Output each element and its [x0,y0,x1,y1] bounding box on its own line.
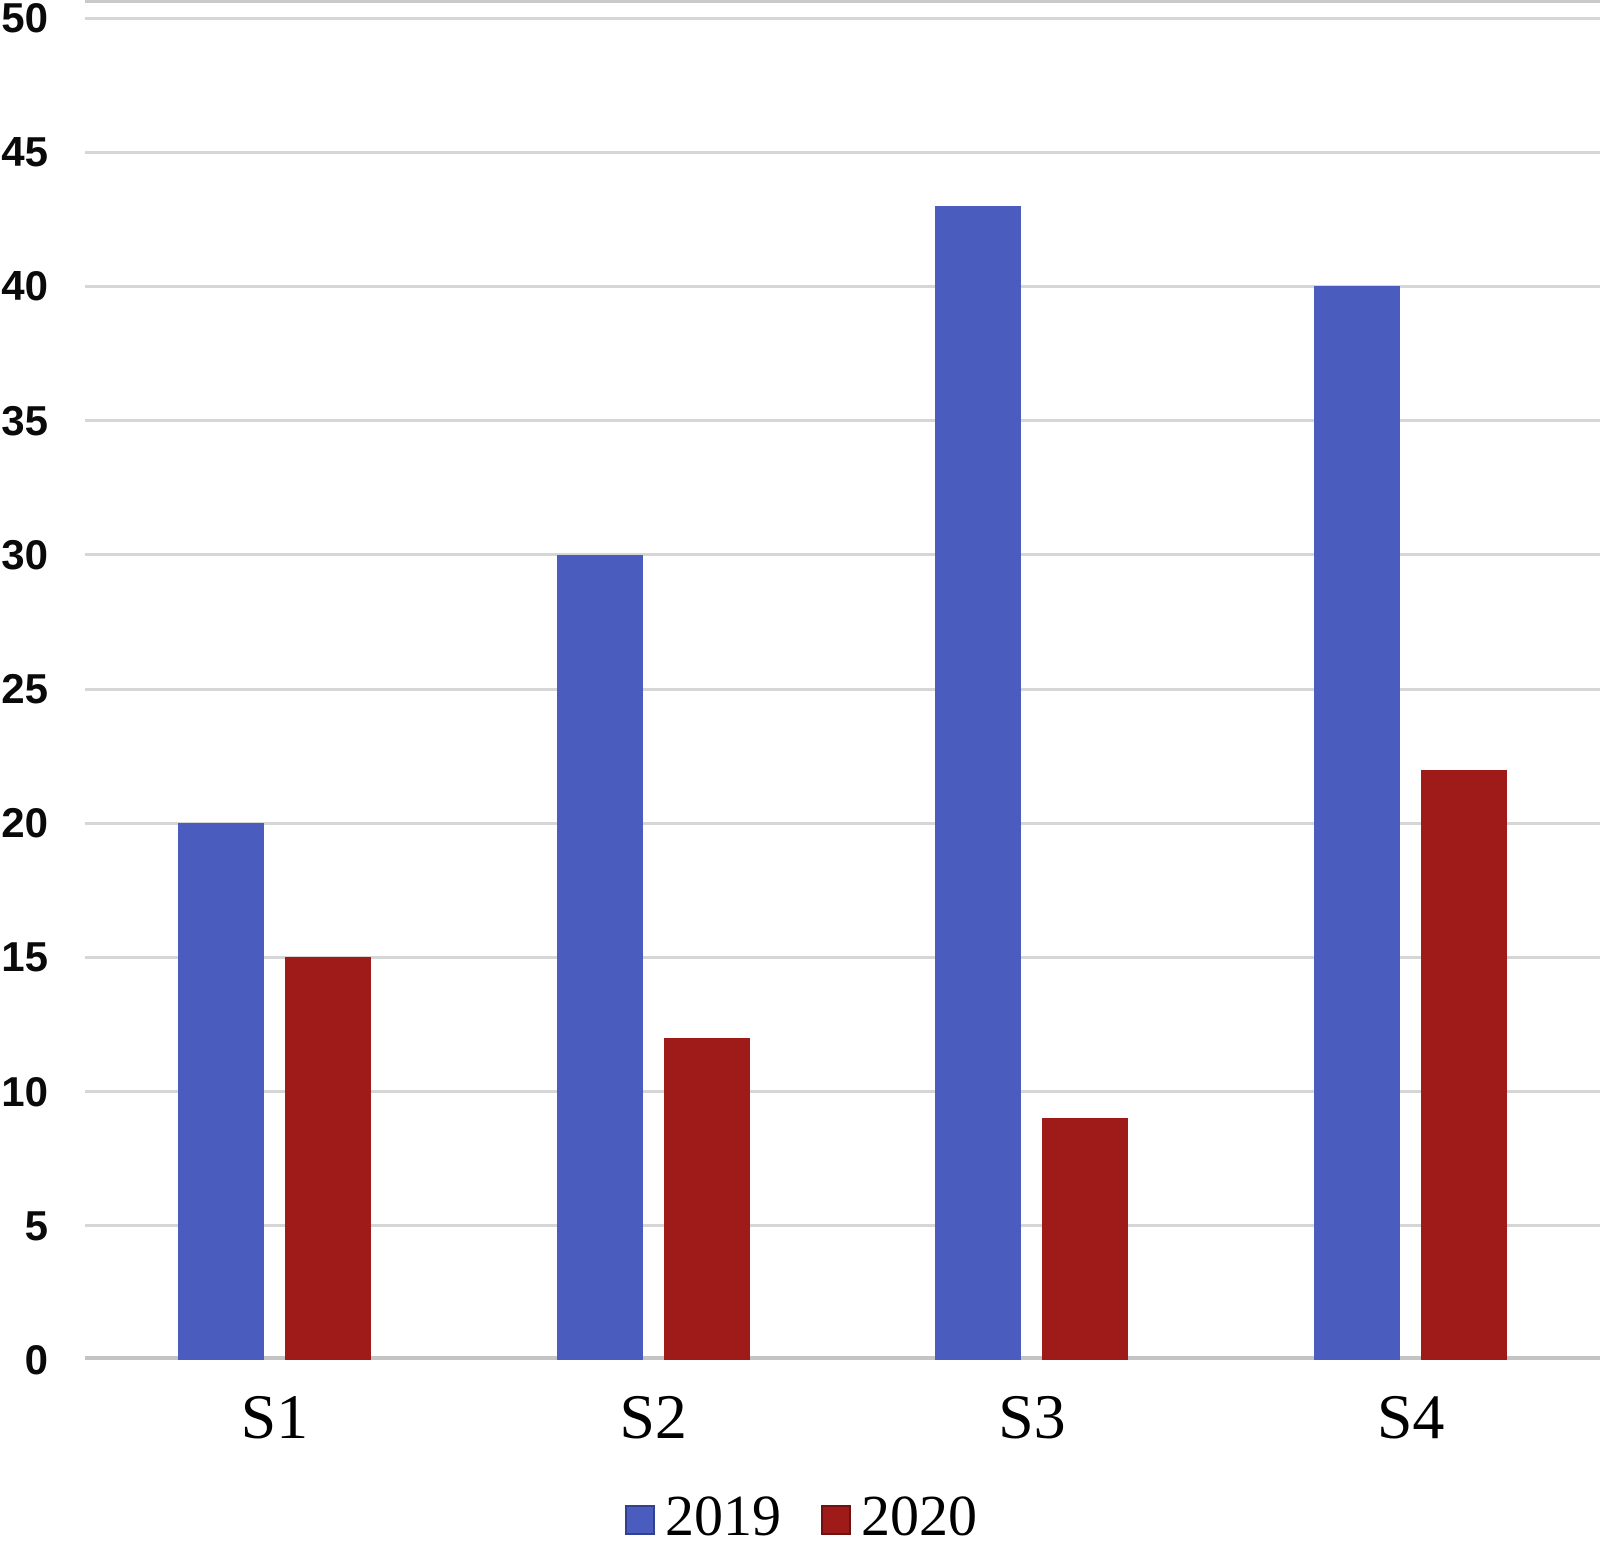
legend-item-2019: 2019 [625,1487,781,1545]
y-tick-label-5: 5 [24,1201,48,1249]
bar-2019-S2 [556,554,643,1360]
bar-2020-S4 [1421,769,1508,1360]
bar-2020-S2 [663,1037,750,1360]
legend-swatch-2019 [625,1505,655,1535]
gridline-10 [85,1090,1600,1094]
x-label-S2: S2 [619,1381,687,1452]
top-crop-line [85,0,1600,3]
y-tick-label-35: 35 [1,396,48,444]
gridline-30 [85,553,1600,557]
bar-2020-S3 [1042,1118,1129,1360]
gridline-25 [85,687,1600,691]
legend-swatch-2020 [821,1505,851,1535]
bar-2019-S3 [935,205,1022,1360]
y-tick-label-45: 45 [1,128,48,176]
y-tick-label-0: 0 [24,1336,48,1383]
y-tick-label-25: 25 [1,665,48,712]
y-tick-label-30: 30 [1,530,48,578]
legend-item-2020: 2020 [821,1487,977,1545]
gridline-5 [85,1224,1600,1228]
y-tick-label-10: 10 [1,1067,48,1115]
bar-2019-S4 [1314,286,1401,1360]
y-tick-label-15: 15 [1,933,48,981]
x-label-S1: S1 [240,1381,309,1452]
bar-2019-S1 [177,823,264,1360]
legend-label-2019: 2019 [665,1483,781,1545]
gridline-45 [85,150,1600,154]
x-label-S3: S3 [998,1381,1066,1452]
legend-label-2020: 2020 [861,1483,977,1545]
bar-2020-S1 [284,957,371,1360]
x-label-S4: S4 [1376,1381,1445,1452]
y-tick-label-20: 20 [1,799,48,847]
bar-group-S1 [85,18,464,1360]
x-axis-line [85,1356,1600,1360]
gridline-50 [85,16,1600,20]
bar-group-S3 [843,18,1222,1360]
y-tick-label-50: 50 [1,0,48,41]
plot-area [85,16,1600,1360]
y-tick-label-40: 40 [1,262,48,310]
x-axis: S1 S2 S3 S4 [85,1383,1600,1453]
gridline-15 [85,955,1600,959]
legend: 2019 2020 [0,1487,1602,1545]
gridline-40 [85,284,1600,288]
bar-group-S4 [1221,18,1600,1360]
bar-group-S2 [464,18,843,1360]
gridline-35 [85,419,1600,423]
gridline-20 [85,821,1600,825]
